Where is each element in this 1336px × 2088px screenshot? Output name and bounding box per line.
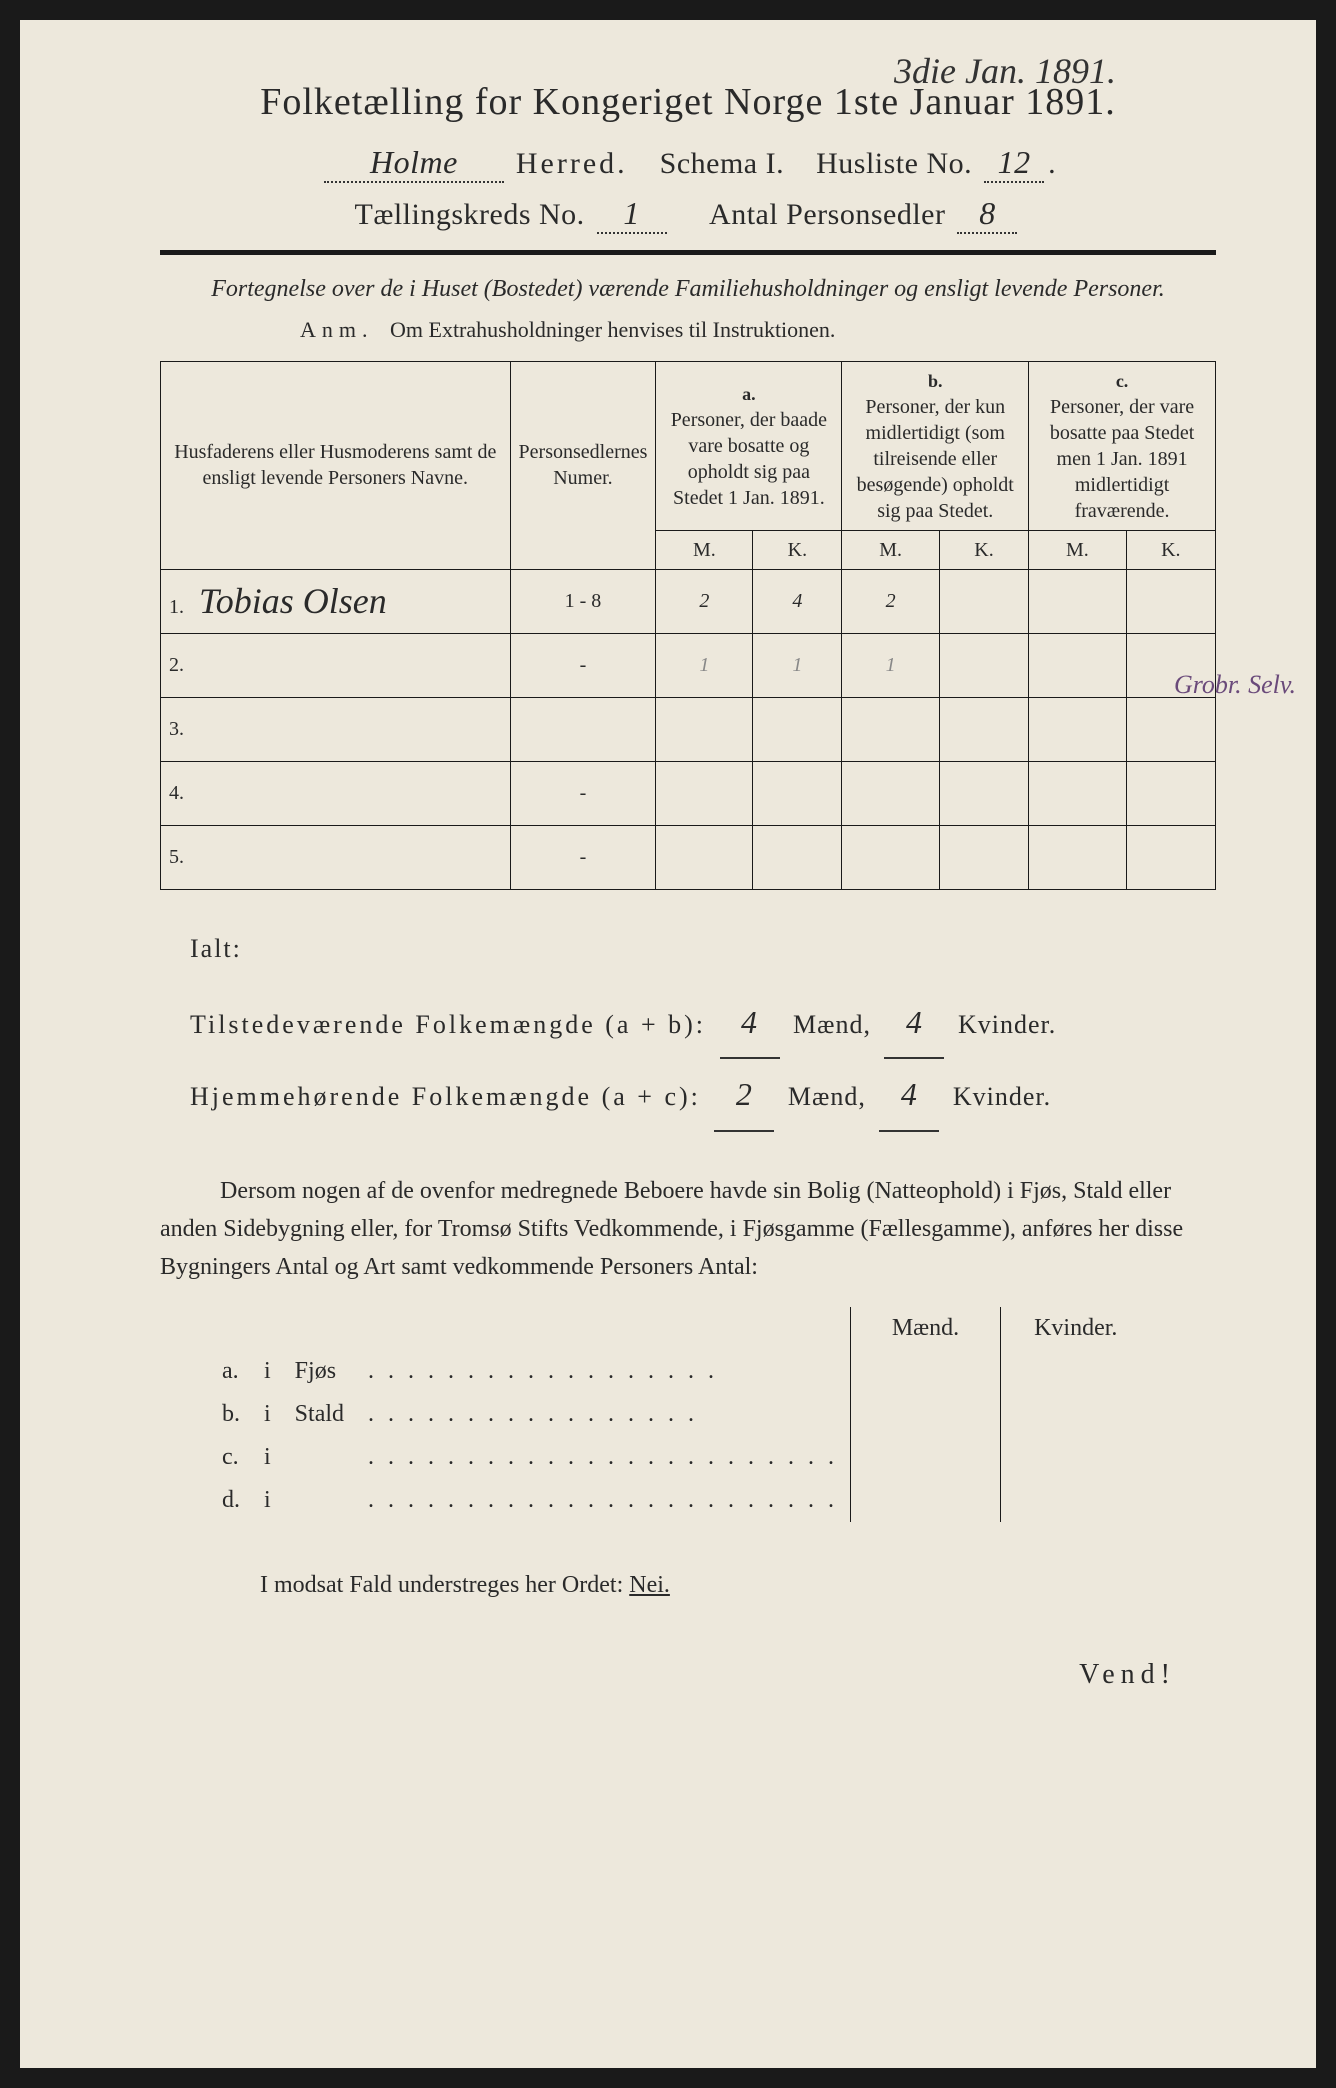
- th-kvinder: Kvinder.: [1001, 1307, 1151, 1350]
- personsedler-label: Antal Personsedler: [709, 198, 945, 231]
- header-line-1: Holme Herred. Schema I. Husliste No. 12.: [160, 144, 1216, 183]
- ialt-label: Ialt:: [190, 920, 1216, 977]
- totals-line-1: Tilstedeværende Folkemængde (a + b): 4 M…: [190, 987, 1216, 1059]
- row-1: 1. Tobias Olsen Grobr. Selv.: [161, 569, 511, 633]
- census-form-page: 3die Jan. 1891. Folketælling for Kongeri…: [20, 20, 1316, 2068]
- bygning-paragraph: Dersom nogen af de ovenfor medregnede Be…: [160, 1172, 1216, 1287]
- bygning-table: Mænd. Kvinder. a. i Fjøs . . . . . . . .…: [210, 1307, 1151, 1522]
- table-row: 5. -: [161, 825, 1216, 889]
- margin-note: Grobr. Selv.: [1174, 670, 1296, 700]
- th-a-m: M.: [656, 530, 753, 569]
- bygning-row: a. i Fjøs . . . . . . . . . . . . . . . …: [210, 1350, 1151, 1393]
- cell: [939, 569, 1028, 633]
- schema-label: Schema I.: [660, 147, 784, 180]
- header-line-2: Tællingskreds No. 1 Antal Personsedler 8: [160, 195, 1216, 234]
- th-b-k: K.: [939, 530, 1028, 569]
- th-c-m: M.: [1029, 530, 1127, 569]
- cell: [1126, 569, 1215, 633]
- th-b-m: M.: [842, 530, 939, 569]
- herred-label: Herred.: [516, 147, 628, 180]
- anm-text: Om Extrahusholdninger henvises til Instr…: [390, 317, 835, 342]
- herred-value: Holme: [324, 144, 504, 183]
- anm-line: Anm. Om Extrahusholdninger henvises til …: [300, 317, 1216, 343]
- nei-word: Nei.: [629, 1572, 670, 1598]
- table-row: 3.: [161, 697, 1216, 761]
- cell: 4: [753, 569, 842, 633]
- th-maend: Mænd.: [851, 1307, 1001, 1350]
- cell: 2: [656, 569, 753, 633]
- husliste-label: Husliste No.: [816, 147, 972, 180]
- anm-label: Anm.: [300, 317, 374, 342]
- cell: 2: [842, 569, 939, 633]
- vend-label: Vend!: [160, 1659, 1216, 1691]
- totals-line-2: Hjemmehørende Folkemængde (a + c): 2 Mæn…: [190, 1059, 1216, 1131]
- th-name: Husfaderens eller Husmoderens samt de en…: [161, 361, 511, 569]
- handwritten-date: 3die Jan. 1891.: [894, 50, 1116, 92]
- bygning-row: d. i . . . . . . . . . . . . . . . . . .…: [210, 1479, 1151, 1522]
- cell: [1029, 569, 1127, 633]
- bygning-row: c. i . . . . . . . . . . . . . . . . . .…: [210, 1436, 1151, 1479]
- th-c-k: K.: [1126, 530, 1215, 569]
- th-a-k: K.: [753, 530, 842, 569]
- husliste-value: 12: [984, 144, 1044, 183]
- table-row: 1. Tobias Olsen Grobr. Selv. 1 - 8 2 4 2: [161, 569, 1216, 633]
- th-b: b. Personer, der kun midlertidigt (som t…: [842, 361, 1029, 530]
- main-table: Husfaderens eller Husmoderens samt de en…: [160, 361, 1216, 890]
- table-row: 2. - 1 1 1: [161, 633, 1216, 697]
- cell-num: 1 - 8: [510, 569, 656, 633]
- divider: [160, 250, 1216, 255]
- kreds-label: Tællingskreds No.: [355, 198, 585, 231]
- kreds-value: 1: [597, 195, 667, 234]
- nei-line: I modsat Fald understreges her Ordet: Ne…: [260, 1572, 1216, 1599]
- bygning-row: b. i Stald . . . . . . . . . . . . . . .…: [210, 1393, 1151, 1436]
- th-c: c. Personer, der vare bosatte paa Stedet…: [1029, 361, 1216, 530]
- personsedler-value: 8: [957, 195, 1017, 234]
- subtitle: Fortegnelse over de i Huset (Bostedet) v…: [160, 273, 1216, 307]
- totals-block: Ialt: Tilstedeværende Folkemængde (a + b…: [190, 920, 1216, 1132]
- table-row: 4. -: [161, 761, 1216, 825]
- th-a: a. Personer, der baade vare bosatte og o…: [656, 361, 842, 530]
- th-num: Personsedlernes Numer.: [510, 361, 656, 569]
